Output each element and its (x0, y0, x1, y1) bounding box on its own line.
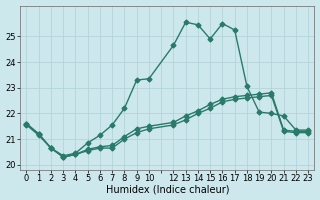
X-axis label: Humidex (Indice chaleur): Humidex (Indice chaleur) (106, 184, 229, 194)
